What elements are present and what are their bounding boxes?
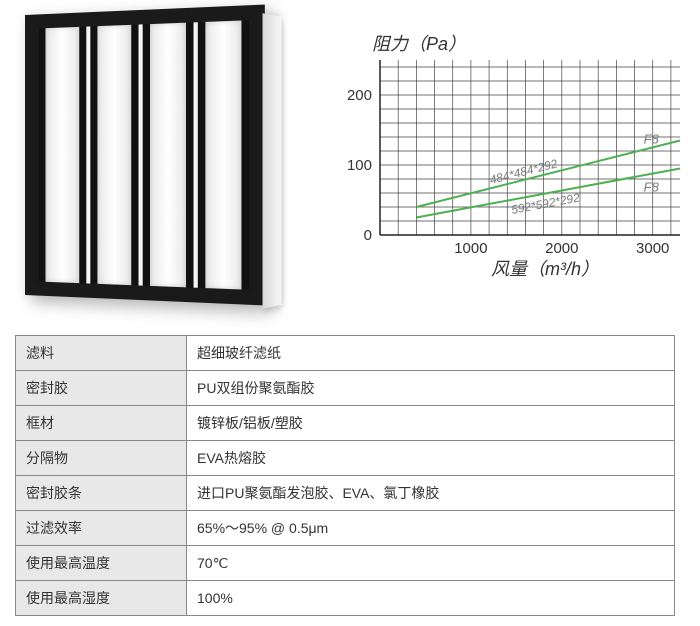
svg-text:200: 200	[347, 87, 372, 104]
spec-label: 使用最高温度	[16, 546, 187, 581]
spec-label: 分隔物	[16, 441, 187, 476]
spec-value: EVA热熔胶	[187, 441, 675, 476]
spec-row: 密封胶条进口PU聚氨酯发泡胶、EVA、氯丁橡胶	[16, 476, 675, 511]
spec-label: 密封胶条	[16, 476, 187, 511]
spec-value: 100%	[187, 581, 675, 616]
svg-text:3000: 3000	[636, 240, 669, 257]
svg-text:484*484*292: 484*484*292	[488, 156, 559, 187]
svg-text:阻力（Pa）: 阻力（Pa）	[372, 34, 466, 54]
spec-value: 70℃	[187, 546, 675, 581]
svg-text:1000: 1000	[454, 240, 487, 257]
spec-row: 使用最高湿度100%	[16, 581, 675, 616]
spec-label: 密封胶	[16, 371, 187, 406]
spec-row: 框材镀锌板/铝板/塑胶	[16, 406, 675, 441]
spec-value: PU双组份聚氨酯胶	[187, 371, 675, 406]
spec-label: 过滤效率	[16, 511, 187, 546]
spec-value: 65%～95% @ 0.5μm	[187, 511, 675, 546]
svg-text:F8: F8	[644, 179, 660, 194]
svg-text:风量（m³/h）: 风量（m³/h）	[491, 259, 599, 279]
spec-label: 使用最高湿度	[16, 581, 187, 616]
spec-value: 镀锌板/铝板/塑胶	[187, 406, 675, 441]
spec-row: 分隔物EVA热熔胶	[16, 441, 675, 476]
spec-value: 进口PU聚氨酯发泡胶、EVA、氯丁橡胶	[187, 476, 675, 511]
spec-row: 滤料超细玻纤滤纸	[16, 336, 675, 371]
svg-text:0: 0	[364, 227, 372, 244]
spec-label: 滤料	[16, 336, 187, 371]
spec-label: 框材	[16, 406, 187, 441]
spec-value: 超细玻纤滤纸	[187, 336, 675, 371]
resistance-chart: 阻力（Pa）0100200100020003000484*484*292F859…	[290, 10, 700, 285]
svg-text:F8: F8	[644, 132, 660, 147]
svg-text:100: 100	[347, 157, 372, 174]
spec-table: 滤料超细玻纤滤纸密封胶PU双组份聚氨酯胶框材镀锌板/铝板/塑胶分隔物EVA热熔胶…	[15, 335, 675, 616]
svg-text:2000: 2000	[545, 240, 578, 257]
chart-svg: 阻力（Pa）0100200100020003000484*484*292F859…	[320, 30, 690, 280]
product-image	[10, 10, 290, 320]
spec-row: 过滤效率65%～95% @ 0.5μm	[16, 511, 675, 546]
spec-row: 密封胶PU双组份聚氨酯胶	[16, 371, 675, 406]
spec-row: 使用最高温度70℃	[16, 546, 675, 581]
